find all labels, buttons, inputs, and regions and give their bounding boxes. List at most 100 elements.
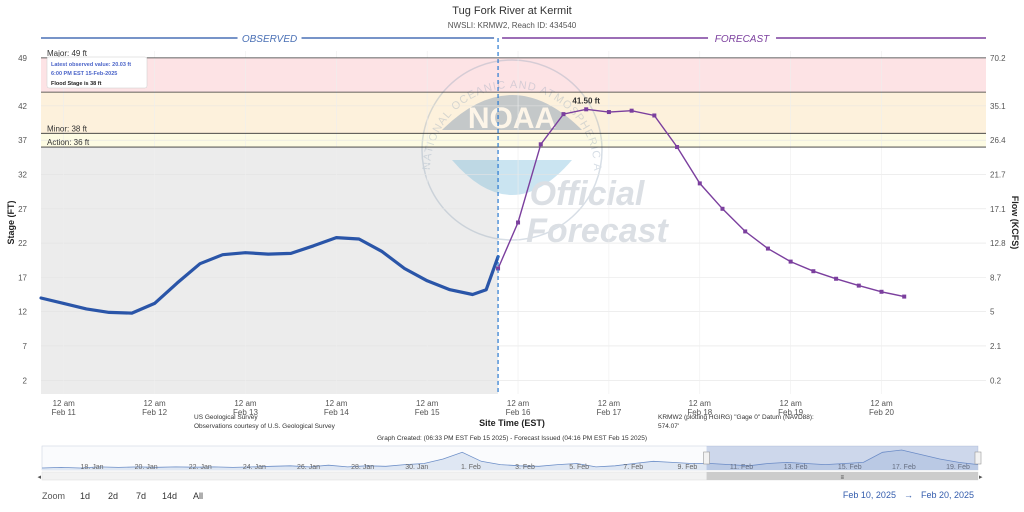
y-right-tick-label: 2.1 (990, 342, 1002, 351)
navigator-left-handle[interactable] (703, 451, 710, 465)
zoom-7d-button[interactable]: 7d (136, 491, 147, 501)
zoom-all-button[interactable]: All (193, 491, 204, 501)
tooltip-line-2: 6:00 PM EST 15-Feb-2025 (51, 71, 117, 77)
navigator-date-label: 22. Jan (189, 464, 212, 471)
forecast-point (516, 220, 521, 225)
y-tick-label: 42 (18, 102, 27, 111)
observed-point (108, 311, 110, 314)
y-tick-label: 17 (18, 273, 27, 282)
band-major (41, 57, 986, 93)
x-axis-title: Site Time (EST) (479, 418, 545, 428)
navigator-area (42, 450, 978, 470)
flood-category-bands (41, 57, 986, 394)
watermark-forecast-text: Forecast (526, 212, 669, 250)
tooltip-box (46, 56, 148, 89)
x-tick-label-bottom: Feb 18 (687, 408, 712, 417)
x-tick-label-bottom: Feb 17 (596, 408, 621, 417)
threshold-label-action: Action: 36 ft (47, 138, 90, 147)
navigator-date-label: 17. Feb (892, 464, 916, 471)
forecast-point (765, 246, 770, 251)
y-tick-label: 2 (23, 376, 28, 385)
observed-point (40, 297, 42, 299)
observed-label-bg (237, 32, 302, 44)
usgs-credit-line-1: US Geological Survey (194, 414, 258, 421)
y-tick-label: 37 (18, 136, 27, 145)
zoom-1d-button[interactable]: 1d (80, 491, 91, 501)
observed-point (358, 238, 360, 240)
y-right-tick-label: 8.7 (990, 273, 1002, 282)
observed-point (153, 302, 156, 305)
zoom-14d-button[interactable]: 14d (162, 491, 178, 501)
x-tick-label-top: 12 am (234, 399, 257, 408)
navigator-line (41, 449, 979, 469)
navigator-scrollbar-thumb[interactable] (706, 472, 978, 480)
navigator[interactable]: 18. Jan 20. Jan 22. Jan 24. Jan 26. Jan 28. J… (37, 445, 983, 481)
navigator-date-label: 13. Feb (784, 464, 808, 471)
navigator-date-label: 28. Jan (351, 464, 374, 471)
threshold-label-major: Major: 49 ft (47, 49, 88, 58)
range-from[interactable]: Feb 10, 2025 (842, 490, 896, 500)
scroll-left-arrow-icon[interactable]: ◂ (37, 474, 41, 481)
observed-point (131, 312, 133, 314)
navigator-date-label: 5. Feb (569, 464, 589, 471)
date-range-readout: Feb 10, 2025 → Feb 20, 2025 (839, 490, 978, 500)
navigator-date-label: 11. Feb (730, 464, 753, 471)
grid-lines (41, 51, 986, 394)
observed-point (426, 280, 428, 282)
x-tick-label-top: 12 am (598, 399, 621, 408)
y-right-tick-label: 12.8 (990, 239, 1006, 248)
forecast-point (879, 289, 884, 294)
forecast-point (720, 206, 725, 211)
forecast-point (788, 259, 793, 264)
forecast-label: FORECAST (715, 34, 770, 45)
navigator-date-label: 15. Feb (838, 464, 862, 471)
observed-point (244, 251, 247, 254)
scroll-right-arrow-icon[interactable]: ▸ (979, 474, 983, 481)
observed-point (403, 267, 406, 270)
y-right-tick-label: 21.7 (990, 170, 1006, 179)
x-tick-label-bottom: Feb 15 (415, 408, 440, 417)
datum-line-2: 574.07' (658, 423, 679, 430)
y-right-tick-label: 35.1 (990, 102, 1006, 111)
observed-series-line (39, 236, 500, 315)
zoom-2d-button[interactable]: 2d (108, 491, 119, 501)
watermark-official-text: Official (530, 175, 646, 213)
forecast-point (606, 110, 611, 115)
latest-value-tooltip: Latest observed value: 20.03 ft 6:00 PM E… (46, 56, 148, 89)
y-tick-label: 32 (18, 170, 27, 179)
observed-point (85, 308, 88, 310)
noaa-water-icon (452, 160, 572, 195)
y-right-tick-label: 0.2 (990, 376, 1002, 385)
observed-point (471, 293, 474, 296)
forecast-point (652, 113, 657, 118)
y-right-tick-label: 26.4 (990, 136, 1006, 145)
navigator-date-label: 7. Feb (623, 464, 643, 471)
observed-point (290, 252, 292, 255)
x-tick-label-top: 12 am (143, 399, 166, 408)
forecast-point (834, 276, 839, 281)
navigator-date-label: 1. Feb (461, 464, 481, 471)
navigator-right-handle[interactable] (974, 451, 982, 465)
tooltip-line-1: Latest observed value: 20.03 ft (51, 62, 131, 68)
forecast-point (675, 145, 680, 150)
observed-point (199, 262, 201, 265)
x-tick-label-bottom: Feb 16 (506, 408, 531, 417)
observed-point (485, 288, 488, 291)
range-to[interactable]: Feb 20, 2025 (920, 490, 974, 500)
credits: US Geological Survey Observations courtes… (194, 414, 814, 442)
noaa-bird-icon (442, 95, 582, 130)
navigator-date-label: 9. Feb (677, 464, 697, 471)
navigator-date-label: 3. Feb (515, 464, 535, 471)
zoom-label: Zoom (42, 491, 66, 501)
navigator-date-label: 24. Jan (243, 464, 266, 471)
usgs-credit-line-2: Observations courtesy of U.S. Geological… (194, 423, 336, 430)
observed-point (62, 302, 65, 305)
chart-subtitle: NWSLI: KRMW2, Reach ID: 434540 (448, 21, 577, 30)
threshold-lines: Major: 49 ft Minor: 38 ft Action: 36 ft (41, 49, 986, 148)
navigator-date-label: 20. Jan (135, 464, 158, 471)
navigator-date-label: 26. Jan (297, 464, 320, 471)
observed-point (335, 236, 338, 239)
navigator-date-label: 18. Jan (81, 464, 104, 471)
y-tick-label: 12 (18, 308, 27, 317)
tooltip-line-3: Flood Stage is 38 ft (51, 81, 102, 87)
